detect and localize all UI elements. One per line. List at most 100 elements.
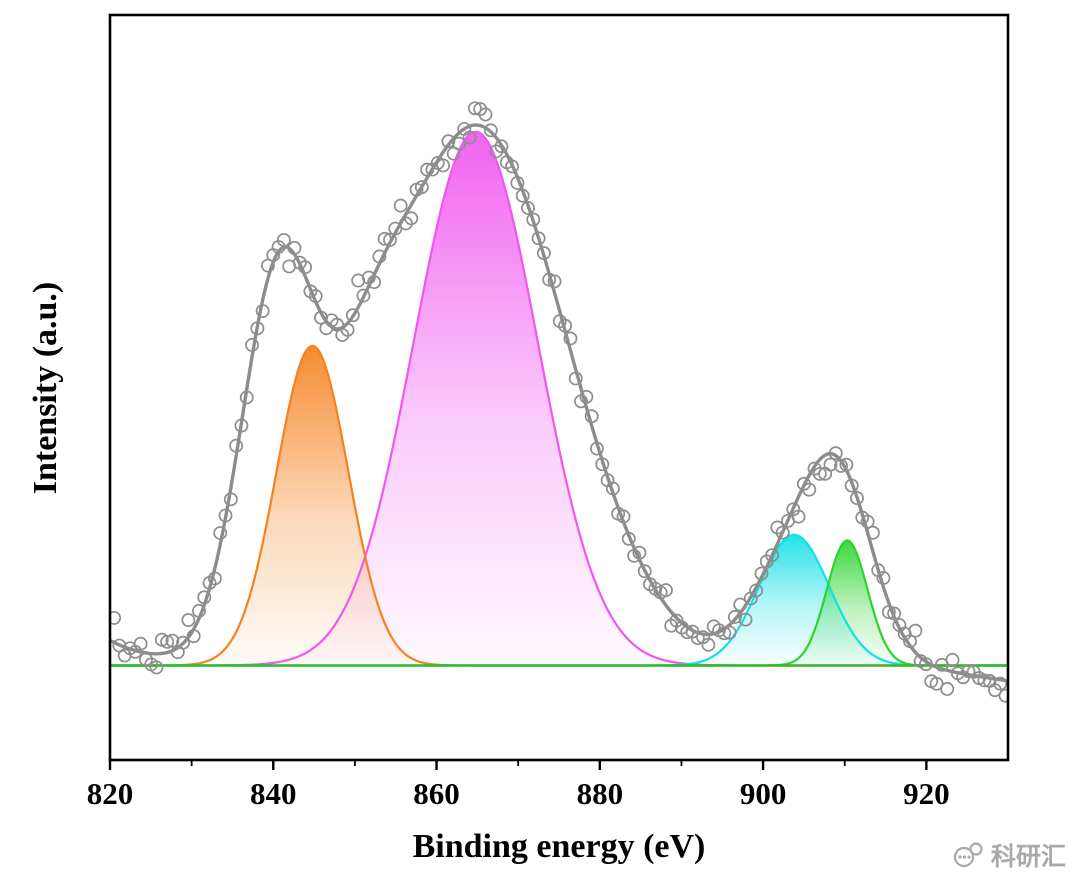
x-tick-label: 840 xyxy=(250,776,297,811)
scatter-points xyxy=(110,101,1008,703)
data-point xyxy=(467,101,482,116)
data-point xyxy=(616,509,631,524)
data-point xyxy=(372,249,387,264)
data-point xyxy=(367,275,382,290)
data-point xyxy=(563,331,578,346)
data-point xyxy=(181,613,196,628)
data-point xyxy=(940,681,955,696)
data-point xyxy=(765,548,780,563)
data-point xyxy=(680,625,695,640)
data-point xyxy=(839,457,854,472)
y-axis-title: Intensity (a.u.) xyxy=(27,281,64,495)
data-point xyxy=(393,198,408,213)
data-point xyxy=(881,605,896,620)
data-point xyxy=(298,260,313,275)
data-point xyxy=(287,240,302,255)
data-point xyxy=(977,673,992,688)
plot-area xyxy=(110,101,1008,703)
data-point xyxy=(828,446,843,461)
data-point xyxy=(521,200,535,215)
data-point xyxy=(690,631,705,646)
data-point xyxy=(494,139,509,154)
data-point xyxy=(791,509,806,524)
data-point xyxy=(717,626,732,641)
data-point xyxy=(404,211,419,226)
data-point xyxy=(176,635,191,650)
data-point xyxy=(436,158,451,173)
data-point xyxy=(192,603,206,618)
data-point xyxy=(584,409,599,424)
data-point xyxy=(414,180,429,195)
data-point xyxy=(632,545,647,560)
watermark-text: 科研汇 xyxy=(990,843,1066,871)
data-point xyxy=(802,482,817,497)
data-point xyxy=(998,688,1008,703)
data-point xyxy=(340,322,355,337)
data-point xyxy=(738,612,753,627)
data-point xyxy=(345,308,360,323)
data-point xyxy=(356,288,371,303)
data-point xyxy=(727,610,742,624)
cyan-peak-area xyxy=(110,534,1008,666)
data-point xyxy=(590,441,604,456)
watermark-logo-icon xyxy=(953,842,983,868)
data-point xyxy=(919,657,933,672)
data-point xyxy=(478,107,493,122)
data-point xyxy=(621,531,636,546)
data-point xyxy=(515,188,530,203)
data-point xyxy=(860,514,875,529)
data-point xyxy=(213,526,228,540)
data-point xyxy=(658,583,673,598)
x-tick-label: 900 xyxy=(740,776,787,811)
data-point xyxy=(722,625,737,640)
data-point xyxy=(605,481,620,496)
data-point xyxy=(441,134,456,149)
data-point xyxy=(133,636,148,651)
data-point xyxy=(834,458,849,473)
data-point xyxy=(245,338,259,352)
data-point xyxy=(908,623,923,638)
data-point xyxy=(197,590,212,605)
data-point xyxy=(595,457,610,472)
data-point xyxy=(505,159,520,174)
fit-envelope-curve xyxy=(110,123,1008,683)
data-point xyxy=(255,304,270,318)
data-point xyxy=(526,212,541,227)
data-point xyxy=(945,652,960,667)
orange-peak-area xyxy=(110,345,1008,666)
data-point xyxy=(420,162,435,177)
x-axis-title: Binding energy (eV) xyxy=(412,828,706,865)
magenta-peak-area xyxy=(110,131,1008,666)
data-point xyxy=(186,629,201,644)
data-point xyxy=(531,231,546,246)
data-point xyxy=(160,634,175,649)
x-tick-label: 860 xyxy=(413,776,460,811)
data-point xyxy=(993,676,1008,691)
data-point xyxy=(749,583,764,598)
x-tick-label: 880 xyxy=(577,776,624,811)
data-point xyxy=(483,123,498,138)
x-tick-label: 820 xyxy=(87,776,134,811)
data-point xyxy=(223,492,238,507)
data-point xyxy=(568,371,583,386)
data-point xyxy=(775,525,790,540)
data-point xyxy=(844,478,859,493)
data-point xyxy=(733,597,748,612)
data-point xyxy=(701,637,716,652)
data-point xyxy=(754,566,769,581)
x-tick-label: 920 xyxy=(903,776,950,811)
data-point xyxy=(510,175,525,190)
data-point xyxy=(865,525,880,540)
data-point xyxy=(207,571,222,586)
watermark: 科研汇 xyxy=(951,837,1066,873)
data-point xyxy=(961,664,976,679)
data-point xyxy=(558,318,573,333)
data-point xyxy=(887,606,902,621)
data-point xyxy=(850,491,864,506)
data-point xyxy=(229,438,244,453)
data-point xyxy=(165,633,180,648)
data-point xyxy=(452,136,466,151)
